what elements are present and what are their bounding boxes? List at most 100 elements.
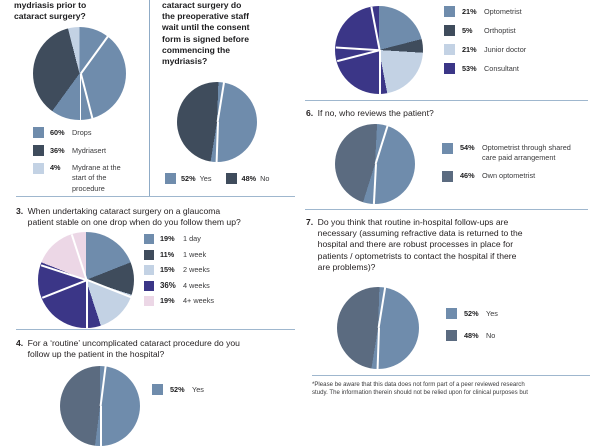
question-5-pie-chart <box>335 6 423 94</box>
legend-item: 52% Yes <box>446 308 586 319</box>
question-3-number: 3. <box>16 206 24 216</box>
legend-label: 1 week <box>183 249 207 259</box>
section-divider <box>305 100 588 101</box>
legend-item: 19% 1 day <box>144 234 296 244</box>
legend-percent: 36% <box>50 146 65 155</box>
legend-item: 60% Drops <box>33 127 145 138</box>
question-6-pie-chart <box>335 124 415 204</box>
question-6-block: 6. If no, who reviews the patient? <box>306 108 594 119</box>
footnote-line-1: *Please be aware that this data does not… <box>312 381 525 388</box>
legend-label: Yes <box>192 385 204 394</box>
question-1-pie-chart <box>33 27 126 120</box>
question-1-title-line-1: mydriasis prior to <box>14 0 87 10</box>
pie-separator <box>376 327 380 370</box>
pie-separator <box>100 366 107 407</box>
pie-separator <box>378 287 387 329</box>
legend-swatch <box>144 249 154 260</box>
section-divider <box>16 329 295 330</box>
legend-label: 4+ weeks <box>183 296 215 305</box>
legend-item: 15% 2 weeks <box>144 265 296 275</box>
legend-percent: 19% <box>160 234 175 243</box>
legend-swatch <box>444 6 455 17</box>
question-6-title-line-1: If no, who reviews the patient? <box>317 108 434 118</box>
question-4-title-line-1: For a ‘routine’ uncomplicated cataract p… <box>27 338 240 348</box>
question-3-title-line-1: When undertaking cataract surgery on a g… <box>27 206 221 216</box>
legend-item: 52% Yes <box>152 384 292 395</box>
pie-separator <box>79 35 109 74</box>
legend-percent: 54% <box>460 143 475 152</box>
pie-separator <box>100 406 102 446</box>
question-3-title-line-2: patient stable on one drop when do you f… <box>27 217 241 228</box>
legend-swatch <box>444 44 455 55</box>
legend-label: Yes <box>199 174 212 183</box>
legend-swatch <box>33 145 44 156</box>
pie-separator <box>79 73 82 120</box>
legend-swatch <box>446 308 457 319</box>
legend-item: 53% Consultant <box>444 63 594 74</box>
legend-label: Consultant <box>484 64 519 73</box>
column-divider <box>149 0 150 196</box>
section-divider <box>16 196 295 197</box>
question-4-title: 4. For a ‘routine’ uncomplicated catarac… <box>16 338 298 360</box>
legend-percent: 46% <box>460 171 475 181</box>
question-7-title-line-3: hospital and there are robust processes … <box>317 239 514 250</box>
legend-swatch <box>446 330 457 341</box>
question-4-block: 4. For a ‘routine’ uncomplicated catarac… <box>16 338 298 360</box>
pie-separator <box>86 280 88 328</box>
legend-percent: 60% <box>50 128 65 137</box>
question-6-legend: 54% Optometrist through shared care paid… <box>442 143 598 183</box>
legend-percent: 53% <box>462 64 477 73</box>
question-7-block: 7. Do you think that routine in-hospital… <box>306 217 596 273</box>
legend-item: 46% Own optometrist <box>442 171 598 183</box>
question-7-pie-chart <box>337 287 419 370</box>
legend-swatch <box>144 296 154 306</box>
question-4-legend: 52% Yes <box>152 384 292 395</box>
question-2-title-line-1: cataract surgery do <box>162 0 242 10</box>
question-2-title-line-6: mydriasis? <box>162 56 208 67</box>
question-3-title: 3. When undertaking cataract surgery on … <box>16 206 298 228</box>
legend-label: Mydrane at the start of the procedure <box>72 163 121 193</box>
legend-item: 36% 4 weeks <box>144 280 296 291</box>
pie-separator <box>372 163 377 204</box>
legend-label: No <box>260 174 270 183</box>
legend-swatch <box>152 384 163 395</box>
legend-swatch <box>144 265 154 275</box>
legend-item: 48% No <box>446 330 586 341</box>
legend-swatch <box>33 127 44 138</box>
question-2-legend: 52% Yes 48% No <box>165 173 295 184</box>
pie-separator <box>215 121 219 163</box>
pie-separator <box>41 279 88 299</box>
legend-label: 2 weeks <box>183 265 210 274</box>
legend-percent: 15% <box>160 265 175 274</box>
legend-label: Own optometrist <box>482 171 536 181</box>
pie-separator <box>336 49 380 62</box>
legend-item: 11% 1 week <box>144 249 296 260</box>
pie-separator <box>370 6 381 51</box>
legend-swatch <box>444 25 455 36</box>
legend-label: 1 day <box>183 234 201 243</box>
legend-swatch <box>442 143 453 154</box>
legend-item: 19% 4+ weeks <box>144 296 296 306</box>
question-1-title-line-2: cataract surgery? <box>14 11 86 22</box>
pie-separator <box>335 46 380 51</box>
pie-separator <box>86 279 132 299</box>
footnote-divider <box>312 375 590 376</box>
legend-swatch <box>33 163 44 174</box>
question-2-block: cataract surgery do the preoperative sta… <box>162 0 294 67</box>
legend-percent: 21% <box>462 7 477 16</box>
pie-separator <box>217 82 225 123</box>
legend-percent: 52% <box>181 174 196 183</box>
legend-label: Optometrist <box>484 7 522 16</box>
legend-item: 5% Orthoptist <box>444 25 594 36</box>
question-2-pie-chart <box>177 82 257 163</box>
question-2-title-line-5: commencing the <box>162 44 231 55</box>
legend-percent: 48% <box>241 174 257 183</box>
question-6-number: 6. <box>306 108 314 118</box>
question-3-pie-chart <box>38 232 134 328</box>
legend-item: 21% Junior doctor <box>444 44 594 55</box>
legend-swatch <box>165 173 176 184</box>
legend-label: Yes <box>486 309 498 318</box>
question-7-title-line-1: Do you think that routine in-hospital fo… <box>317 217 509 227</box>
question-7-title-line-4: patients / optometrists to contact the h… <box>317 250 517 261</box>
question-7-title: 7. Do you think that routine in-hospital… <box>306 217 596 273</box>
